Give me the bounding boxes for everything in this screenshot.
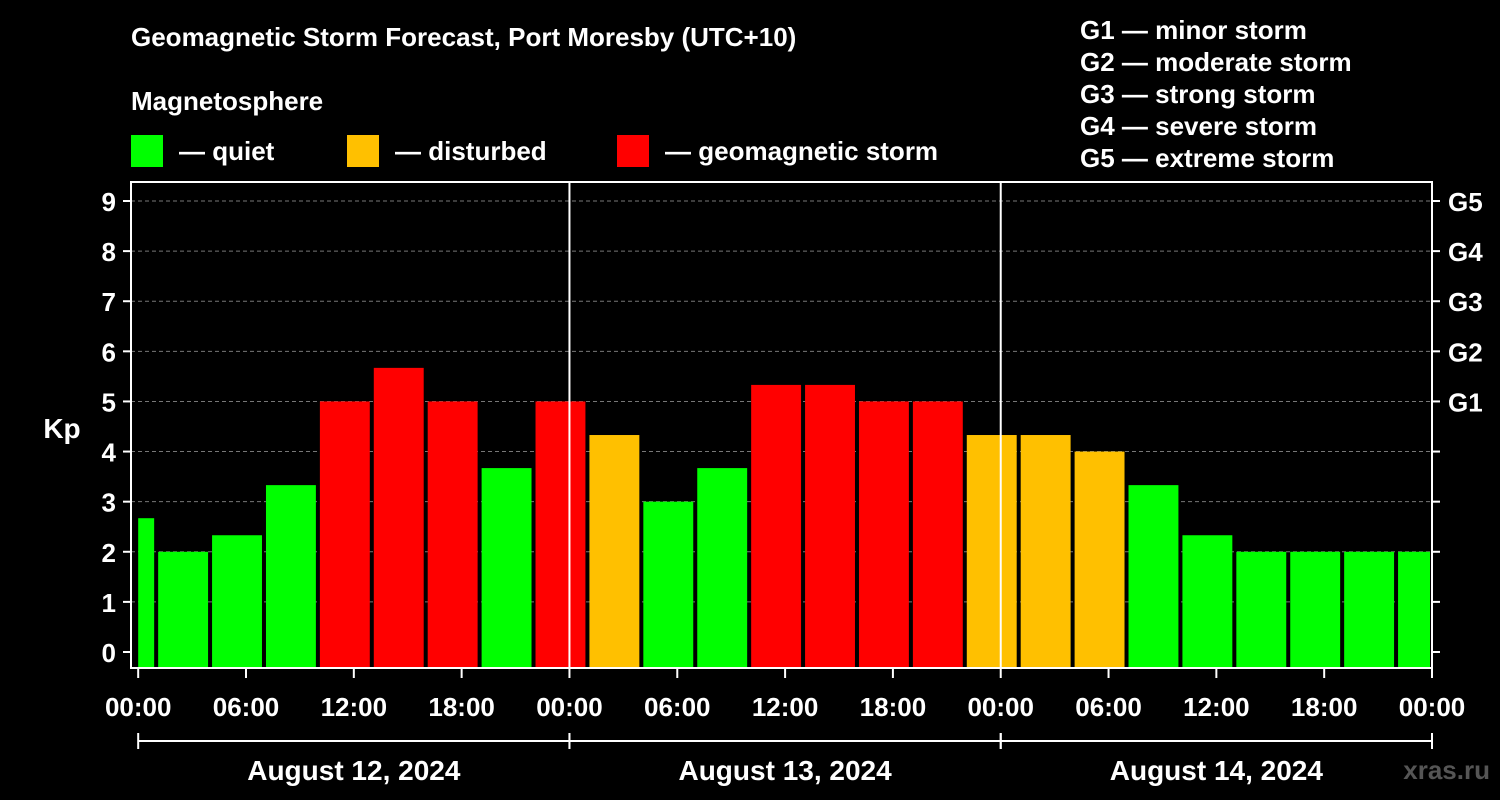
x-tick-label: 18:00 (428, 692, 495, 722)
g-axis-label: G2 (1448, 337, 1483, 367)
bar (589, 435, 640, 668)
bar (373, 367, 424, 668)
legend-swatch-disturbed (347, 135, 379, 167)
bar (751, 384, 802, 668)
x-tick-label: 06:00 (644, 692, 711, 722)
watermark: xras.ru (1403, 755, 1490, 785)
x-tick-label: 06:00 (1075, 692, 1142, 722)
day-label: August 12, 2024 (247, 755, 461, 786)
legend-heading: Magnetosphere (131, 86, 324, 116)
g-scale-g4: G4 — severe storm (1080, 111, 1318, 141)
y-tick-label: 7 (102, 287, 116, 317)
legend-label-disturbed: — disturbed (395, 135, 547, 166)
g-scale-g3: G3 — strong storm (1080, 79, 1316, 109)
bar-layer (138, 367, 1430, 668)
g-axis-label: G5 (1448, 187, 1483, 217)
bar (427, 401, 478, 668)
day-label: August 13, 2024 (678, 755, 892, 786)
bar (481, 468, 532, 668)
bar (1344, 551, 1395, 668)
bar (805, 384, 855, 668)
legend-item-quiet: — quiet (131, 135, 274, 167)
x-tick-label: 06:00 (213, 692, 280, 722)
chart-title: Geomagnetic Storm Forecast, Port Moresby… (131, 22, 797, 52)
axis-layer: 0 1 2 3 4 5 6 7 8 9 G1 G2 G3 G4 G5 00:00 06:00 12:00 18:00… (102, 181, 1483, 786)
bar (697, 468, 748, 668)
x-tick-label: 00:00 (1399, 692, 1466, 722)
bar (1236, 551, 1287, 668)
bar (1182, 535, 1233, 668)
bar (158, 551, 209, 668)
y-tick-label: 9 (102, 187, 116, 217)
y-tick-label: 1 (102, 588, 116, 618)
y-tick-label: 8 (102, 237, 116, 267)
y-axis-label: Kp (43, 413, 80, 444)
x-tick-label: 00:00 (536, 692, 603, 722)
x-tick-label: 12:00 (1183, 692, 1250, 722)
g-scale-g1: G1 — minor storm (1080, 15, 1307, 45)
g-axis-label: G1 (1448, 387, 1483, 417)
y-tick-label: 2 (102, 538, 116, 568)
y-tick-label: 5 (102, 387, 116, 417)
bar (1074, 451, 1125, 668)
x-tick-label: 18:00 (860, 692, 927, 722)
bar (912, 401, 963, 668)
bar (643, 501, 694, 668)
bar (138, 518, 155, 668)
legend-swatch-quiet (131, 135, 163, 167)
g-scale-list: G1 — minor storm G2 — moderate storm G3 … (1080, 14, 1352, 174)
bar (1398, 551, 1430, 668)
x-tick-label: 12:00 (321, 692, 388, 722)
y-tick-label: 6 (102, 337, 116, 367)
y-tick-label: 4 (102, 438, 117, 468)
x-tick-label: 18:00 (1291, 692, 1358, 722)
bar (966, 435, 1017, 668)
x-tick-label: 00:00 (105, 692, 172, 722)
bar (319, 401, 370, 668)
bar (858, 401, 909, 668)
bar (1290, 551, 1341, 668)
bar (1020, 435, 1071, 668)
g-axis-label: G3 (1448, 287, 1483, 317)
legend-label-quiet: — quiet (179, 135, 275, 166)
day-label: August 14, 2024 (1110, 755, 1324, 786)
g-scale-g2: G2 — moderate storm (1080, 47, 1352, 77)
bar (1128, 485, 1179, 668)
x-tick-label: 12:00 (752, 692, 819, 722)
bar (212, 535, 262, 668)
plot-frame (130, 181, 1433, 669)
legend-item-disturbed: — disturbed (347, 135, 547, 167)
bar (265, 485, 316, 668)
bar (535, 401, 586, 668)
y-tick-label: 3 (102, 488, 116, 518)
y-tick-label: 0 (102, 638, 116, 668)
legend-item-storm: — geomagnetic storm (617, 135, 938, 167)
g-axis-label: G4 (1448, 237, 1483, 267)
legend-swatch-storm (617, 135, 649, 167)
x-tick-label: 00:00 (967, 692, 1034, 722)
g-scale-g5: G5 — extreme storm (1080, 143, 1335, 173)
legend-label-storm: — geomagnetic storm (665, 135, 939, 166)
